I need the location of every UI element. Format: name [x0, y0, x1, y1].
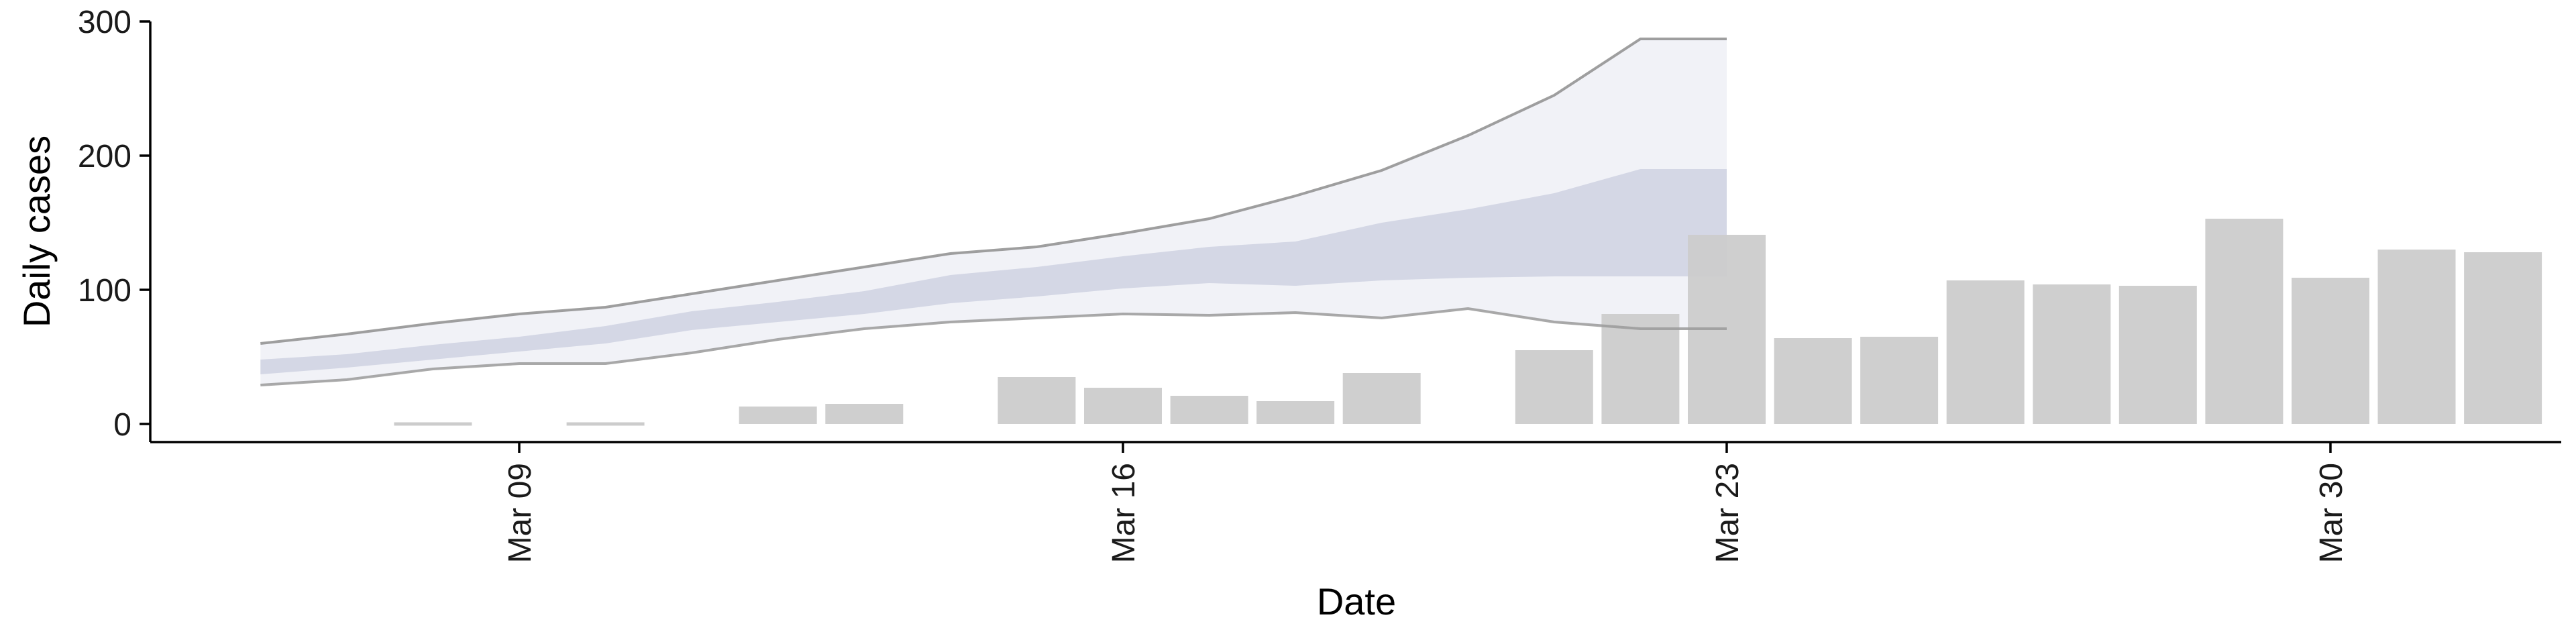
bar [2464, 252, 2542, 424]
estimate-bands [260, 39, 1727, 385]
bar [825, 404, 904, 424]
y-axis-title: Daily cases [15, 136, 58, 327]
y-tick-label: 300 [78, 5, 131, 40]
bar [1515, 350, 1593, 424]
bar [2118, 286, 2197, 424]
y-tick-label: 100 [78, 273, 131, 309]
bar [1342, 373, 1421, 424]
x-ticks: Mar 09 Mar 16 Mar 23 Mar 30 [502, 442, 2349, 563]
bar [998, 377, 1076, 424]
x-tick-label: Mar 09 [502, 463, 538, 563]
bar [1601, 314, 1680, 424]
bar [1084, 388, 1162, 424]
inner-uncertainty-band [260, 169, 1727, 374]
x-tick-label: Mar 23 [1710, 463, 1746, 563]
bar [739, 407, 817, 424]
y-tick-label: 200 [78, 139, 131, 174]
bar [2377, 250, 2456, 424]
bar [1256, 401, 1335, 424]
bar [2205, 219, 2284, 424]
estimate-lines [260, 38, 1727, 386]
bar [2033, 284, 2111, 424]
bar [1774, 338, 1852, 424]
bar [1946, 280, 2025, 424]
y-ticks: 0 100 200 300 [78, 5, 150, 443]
bar [1860, 337, 1939, 424]
x-axis-title: Date [1317, 580, 1396, 623]
y-tick-label: 0 [113, 407, 131, 443]
x-tick-label: Mar 30 [2314, 463, 2349, 563]
bar [1170, 396, 1248, 424]
outer-uncertainty-band [260, 39, 1727, 385]
bar [2292, 278, 2369, 424]
lower-bound-line [260, 307, 1727, 386]
upper-bound-line [260, 38, 1727, 345]
x-tick-label: Mar 16 [1106, 463, 1142, 563]
